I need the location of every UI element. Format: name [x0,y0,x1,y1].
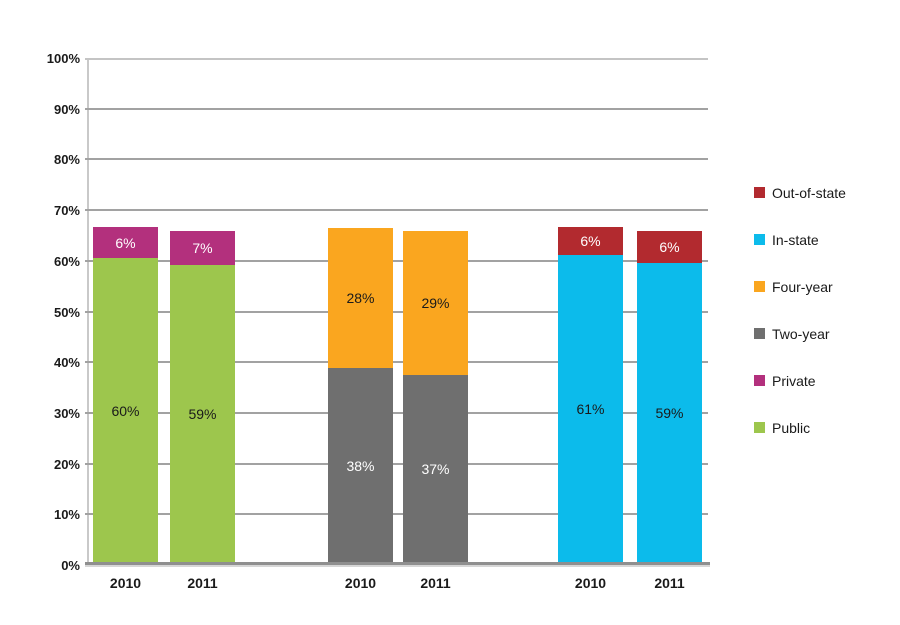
y-tick-label-60: 60% [53,254,80,269]
gridline-70 [85,209,708,211]
bar-value-label: 28% [346,290,375,306]
x-tick-label-public-private-2010: 2010 [109,575,142,591]
gridline-20 [85,463,708,465]
bar-value-label: 7% [192,240,213,256]
bar-value-label: 61% [576,401,605,417]
gridline-50 [85,311,708,313]
gridline-40 [85,361,708,363]
x-tick-label-two-year-four-year-2010: 2010 [344,575,377,591]
plot-area: 60% 6% 59% 7% 38% 28% 37% 29% 61% 6% 59% 6% [85,58,708,565]
bar-segment-private-2011: 7% [170,231,235,265]
bar-value-label: 29% [421,295,450,311]
stacked-bar-two-year-four-year-2010: 38% 28% [328,228,393,563]
legend-swatch-public [754,422,765,433]
x-tick-label-two-year-four-year-2011: 2011 [420,575,451,591]
bar-segment-four-year-2010: 28% [328,228,393,368]
bar-segment-two-year-2011: 37% [403,375,468,563]
bar-segment-private-2010: 6% [93,227,158,258]
bar-segment-public-2011: 59% [170,265,235,563]
legend-item-out-of-state: Out-of-state [754,184,846,201]
legend-label: Private [772,372,816,389]
y-tick-label-50: 50% [53,305,80,320]
bar-segment-public-2010: 60% [93,258,158,563]
legend: Out-of-state In-state Four-year Two-year Pri… [754,184,846,436]
legend-label: Public [772,419,811,436]
x-axis-line [85,562,710,565]
y-tick-label-100: 100% [46,51,80,66]
legend-item-public: Public [754,419,846,436]
x-tick-label-in-state-out-of-state-2010: 2010 [574,575,607,591]
y-tick-label-40: 40% [53,355,80,370]
stacked-bar-in-state-out-of-state-2010: 61% 6% [558,227,623,563]
y-tick-label-90: 90% [53,102,80,117]
legend-item-two-year: Two-year [754,325,846,342]
bar-segment-out-of-state-2010: 6% [558,227,623,255]
legend-swatch-in-state [754,234,765,245]
gridline-100 [85,58,708,60]
gridline-90 [85,108,708,110]
bar-value-label: 37% [421,461,450,477]
bar-value-label: 6% [580,233,601,249]
bar-segment-out-of-state-2011: 6% [637,231,702,263]
legend-swatch-two-year [754,328,765,339]
legend-swatch-private [754,375,765,386]
stacked-bar-public-private-2011: 59% 7% [170,231,235,563]
bar-segment-in-state-2011: 59% [637,263,702,563]
legend-label: Four-year [772,278,833,295]
bar-segment-four-year-2011: 29% [403,231,468,375]
y-tick-label-70: 70% [53,203,80,218]
bar-value-label: 59% [188,406,217,422]
y-tick-label-20: 20% [53,457,80,472]
bar-value-label: 6% [659,239,680,255]
stacked-bar-in-state-out-of-state-2011: 59% 6% [637,231,702,563]
legend-swatch-out-of-state [754,187,765,198]
gridline-80 [85,158,708,160]
y-tick-label-10: 10% [53,507,80,522]
x-tick-label-in-state-out-of-state-2011: 2011 [654,575,685,591]
x-tick-label-public-private-2011: 2011 [187,575,218,591]
bar-value-label: 59% [655,405,684,421]
bar-segment-in-state-2010: 61% [558,255,623,563]
gridline-10 [85,513,708,515]
y-tick-label-30: 30% [53,406,80,421]
bar-segment-two-year-2010: 38% [328,368,393,563]
legend-swatch-four-year [754,281,765,292]
stacked-bar-public-private-2010: 60% 6% [93,227,158,563]
bar-value-label: 38% [346,457,375,474]
y-tick-label-0: 0% [61,558,80,573]
legend-item-private: Private [754,372,846,389]
legend-item-four-year: Four-year [754,278,846,295]
legend-label: Two-year [772,325,830,342]
gridline-30 [85,412,708,414]
legend-item-in-state: In-state [754,231,846,248]
legend-label: In-state [772,231,819,248]
bar-value-label: 60% [111,402,140,419]
gridline-60 [85,260,708,262]
stacked-bar-two-year-four-year-2011: 37% 29% [403,231,468,563]
bar-value-label: 6% [115,234,136,251]
y-tick-label-80: 80% [53,152,80,167]
legend-label: Out-of-state [772,184,846,201]
